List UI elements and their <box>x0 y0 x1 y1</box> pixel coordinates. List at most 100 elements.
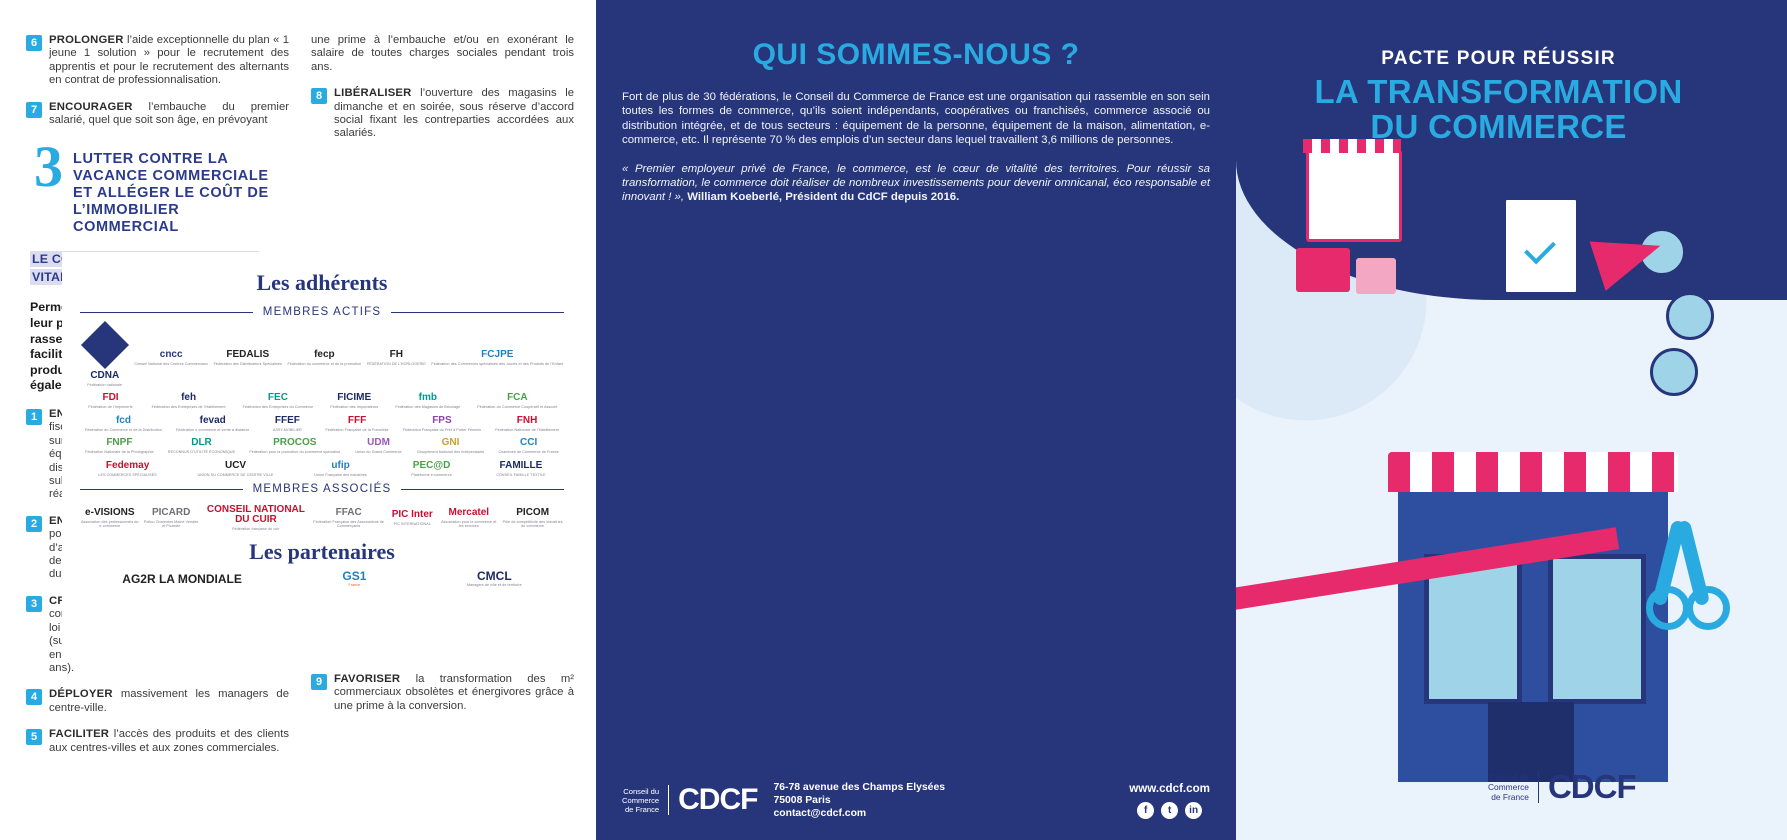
list-item: 5 FACILITER l’accès des produits et des … <box>26 728 289 755</box>
linkedin-icon[interactable]: in <box>1185 801 1203 819</box>
logo-name: FAMILLE <box>499 459 543 471</box>
membres-actifs-divider: MEMBRES ACTIFS <box>80 306 564 318</box>
logo-row: Fedemay LES COMMERCES SPÉCIALISÉS UCV UNIO… <box>80 459 564 477</box>
logo-sub: PIC INTERNATIONAL <box>393 522 431 527</box>
logo-sub: Association des professionnels du e-comm… <box>80 519 139 529</box>
item-text: DÉPLOYER massivement les managers de cen… <box>49 688 289 715</box>
kiosk-illustration <box>1303 139 1402 242</box>
shopping-bag-small-icon <box>1356 258 1396 294</box>
shop-awning <box>1388 452 1678 492</box>
logo-row: fcd Fédération du Commerce et de la Distr… <box>80 414 564 432</box>
check-icon <box>1524 232 1556 265</box>
cover-title-block: PACTE POUR RÉUSSIR LA TRANSFORMATION DU … <box>1236 48 1761 144</box>
item-number-badge: 6 <box>26 35 42 51</box>
facebook-icon[interactable]: f <box>1137 801 1155 819</box>
logo-fnpf: FNPF Fédération Nationale de la Photograp… <box>85 437 153 455</box>
item-keyword: ENCOURAGER <box>49 100 133 113</box>
logo-sub: UNION DU COMMERCE DE CENTRE VILLE <box>197 472 274 477</box>
continuation-paragraph: une prime à l’embauche et/ou en exonéran… <box>311 34 574 73</box>
qui-sommes-nous-body: Fort de plus de 30 fédérations, le Conse… <box>622 91 1210 147</box>
scissors-icon <box>1636 519 1730 630</box>
logo-cmcl: CMCL Managers de ville et de territoire <box>467 570 522 587</box>
logo-name: fmb <box>418 392 437 404</box>
logo-name: FNPF <box>106 437 133 449</box>
item-text: PROLONGER l’aide exceptionnelle du plan … <box>49 34 289 88</box>
divider-line-right <box>401 488 564 490</box>
item-number-badge: 7 <box>26 101 42 118</box>
logo-name: feh <box>181 392 197 404</box>
address-line-2: 75008 Paris <box>773 794 831 806</box>
item-keyword: FACILITER <box>49 728 110 741</box>
logo-sub: Association pour le commerce et les serv… <box>441 519 497 529</box>
logo-fps: FPS Fédération Française du Prêt à Porter… <box>403 415 482 432</box>
logo-name: fcd <box>115 414 131 426</box>
item-keyword: DÉPLOYER <box>49 688 113 701</box>
logo-sub: France <box>348 583 361 588</box>
logo-fecp: fecp Fédération du commerce et de la prom… <box>287 349 362 366</box>
avatar-bubble-2 <box>1666 292 1714 340</box>
logo-sub: Fédération de l’Imprimerie <box>88 405 133 410</box>
logo-name: UCV <box>224 459 247 471</box>
logo-name: FH <box>389 348 404 360</box>
logo-fedemay: Fedemay LES COMMERCES SPÉCIALISÉS <box>98 460 156 477</box>
logo-sub: RECONNUS D’UTILITÉ ÉCONOMIQUE <box>167 450 236 455</box>
qui-sommes-nous-title: QUI SOMMES-NOUS ? <box>752 38 1080 71</box>
cdna-diamond-icon <box>80 320 129 370</box>
twitter-icon[interactable]: t <box>1161 801 1179 819</box>
kiosk-awning-icon <box>1303 139 1401 153</box>
logo-dlr: DLR RECONNUS D’UTILITÉ ÉCONOMIQUE <box>167 437 236 455</box>
item-keyword: LIBÉRALISER <box>334 87 412 100</box>
footer-logo-divider <box>668 785 670 815</box>
list-item: 6 PROLONGER l’aide exceptionnelle du pla… <box>26 34 289 88</box>
adherents-title: Les adhérents <box>256 270 388 295</box>
address-email[interactable]: contact@cdcf.com <box>773 807 867 819</box>
logo-fmb: fmb Fédération des Magasins de Bricolage <box>395 392 460 410</box>
logo-sub: Pôle de compétitivité des industries du … <box>502 519 563 529</box>
footer-logo-line2: Commerce <box>622 795 660 805</box>
logo-sub: Fédération des Entreprises du Commerce <box>242 405 314 410</box>
logo-name: GS1 <box>342 569 367 584</box>
cover-title-line1: LA TRANSFORMATION <box>1314 73 1683 110</box>
logo-sub: Fédération Nationale de l’Habillement <box>495 427 559 432</box>
logo-sub: CONSEIL FAMILLE TEXTILE <box>496 472 546 477</box>
logo-pecad: PEC@D Plateforme e-commerce <box>408 460 456 477</box>
list-item: 4 DÉPLOYER massivement les managers de c… <box>26 688 289 715</box>
cover-kicker: PACTE POUR RÉUSSIR <box>1381 48 1616 69</box>
members-logo-card: Les adhérents MEMBRES ACTIFS CDNA Fédérat… <box>62 252 582 662</box>
logo-sub: Fédération du commerce et de la promotio… <box>287 361 362 366</box>
logo-name: DLR <box>191 437 212 449</box>
item-number-badge: 8 <box>311 88 327 105</box>
logo-fnh: FNH Fédération Nationale de l’Habillement <box>495 414 559 432</box>
item-number-badge: 4 <box>26 689 42 706</box>
logo-name: FCJPE <box>481 348 514 360</box>
scissors-ring-2 <box>1686 586 1730 630</box>
membres-associes-label: MEMBRES ASSOCIÉS <box>252 483 392 496</box>
item-keyword: FAVORISER <box>334 672 401 685</box>
website-link[interactable]: www.cdcf.com <box>1129 781 1210 795</box>
list-item: 7 ENCOURAGER l’embauche du premier salar… <box>26 101 289 128</box>
logo-sub: Fédération Française des Associations de… <box>313 519 385 529</box>
item-text: ENCOURAGER l’embauche du premier salarié… <box>49 101 289 128</box>
cover-logo-divider <box>1537 771 1539 803</box>
quote-italic: « Premier employeur privé de France, le … <box>622 162 1210 204</box>
logo-conseil-national-cuir: CONSEIL NATIONAL DU CUIR Fédération franç… <box>203 505 309 532</box>
logo-sub: Fédération e-commerce et vente à distanc… <box>175 427 250 432</box>
logo-name: PIC Inter <box>391 509 433 521</box>
membres-actifs-label: MEMBRES ACTIFS <box>262 306 382 318</box>
logo-name: FNH <box>516 414 538 426</box>
logo-row: FNPF Fédération Nationale de la Photograp… <box>80 437 564 455</box>
footer-logo-line3: de France <box>624 804 660 814</box>
item-number-badge: 1 <box>26 409 42 425</box>
logo-fdi: FDI Fédération de l’Imprimerie <box>87 393 135 410</box>
footer-logo-small-text: Conseil du Commerce de France <box>622 787 659 814</box>
president-quote: « Premier employeur privé de France, le … <box>622 162 1210 205</box>
footer-address: 76-78 avenue des Champs Elysées 75008 Pa… <box>773 781 945 820</box>
logo-sub: Plateforme e-commerce <box>411 472 452 477</box>
footer-logo: Conseil du Commerce de France CDCF <box>622 783 758 817</box>
logo-sub: Fédération des Distributeurs Spécialisés <box>213 361 282 366</box>
shop-door <box>1488 702 1574 782</box>
logo-fcjpe: FCJPE Fédération des Commerces spécialisé… <box>431 348 563 366</box>
logo-ucv: UCV UNION DU COMMERCE DE CENTRE VILLE <box>197 459 274 477</box>
logo-sub: Chambres de Commerce de France <box>498 450 559 455</box>
